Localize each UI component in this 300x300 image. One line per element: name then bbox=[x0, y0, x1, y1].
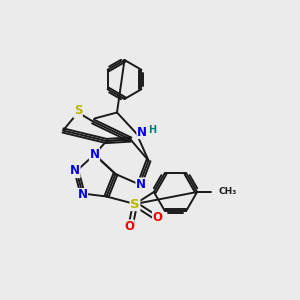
Text: S: S bbox=[130, 197, 140, 211]
Text: H: H bbox=[148, 125, 156, 135]
Text: CH₃: CH₃ bbox=[218, 188, 236, 196]
Text: N: N bbox=[136, 178, 146, 191]
Text: S: S bbox=[74, 104, 82, 118]
Text: N: N bbox=[70, 164, 80, 178]
Text: O: O bbox=[152, 211, 163, 224]
Text: O: O bbox=[124, 220, 134, 233]
Text: N: N bbox=[89, 148, 100, 161]
Text: N: N bbox=[77, 188, 88, 202]
Text: N: N bbox=[137, 125, 147, 139]
